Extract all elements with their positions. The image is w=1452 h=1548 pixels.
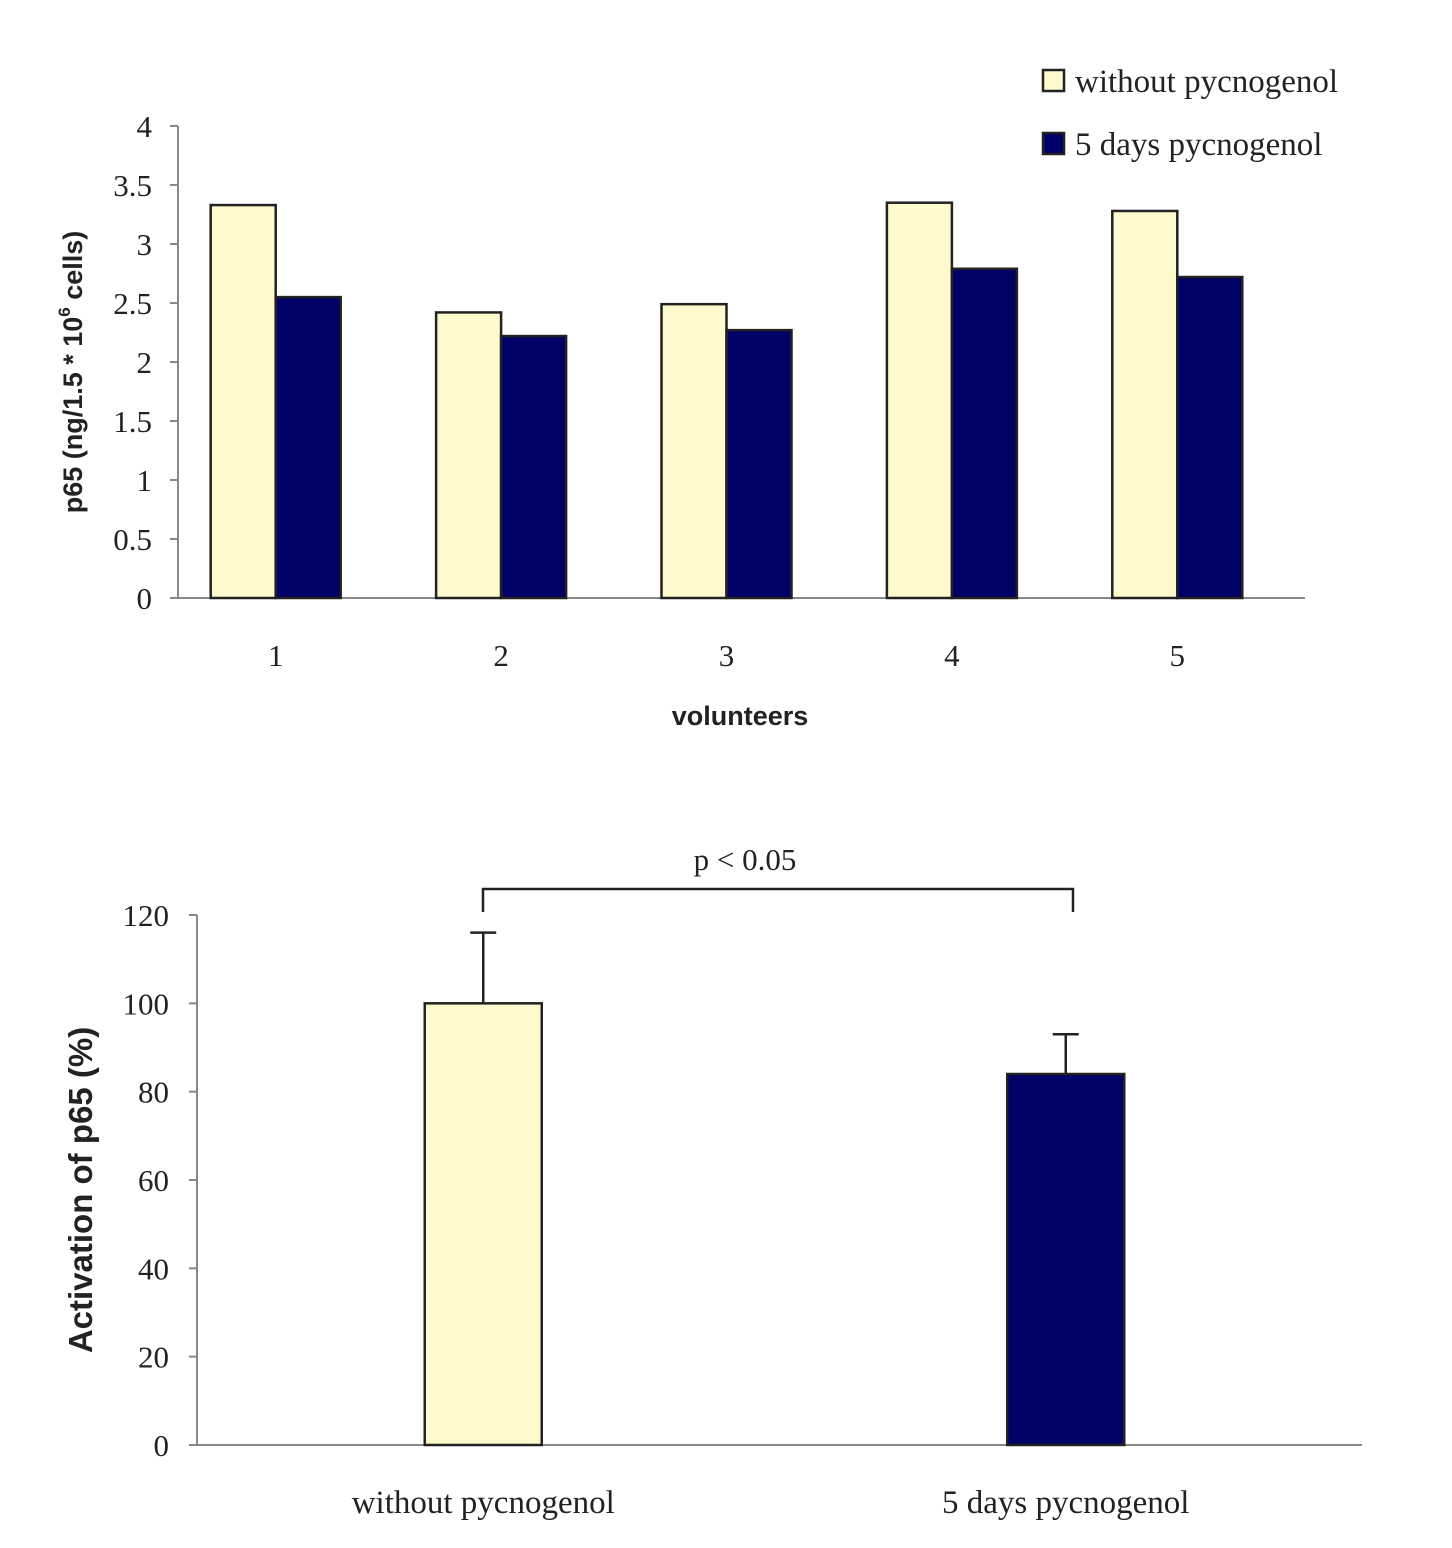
- chart1-legend: without pycnogenol 5 days pycnogenol: [1041, 64, 1338, 163]
- chart2-y-tick-label: 0: [154, 1428, 170, 1463]
- chart-activation: 0 20 40 60 80 100 120 without pycnogenol 5 days…: [62, 842, 1362, 1521]
- chart1-bar-five-days-4: [950, 267, 1019, 600]
- chart1-y-tick-label: 0.5: [113, 522, 152, 557]
- chart1-x-tick-label: 1: [268, 638, 284, 673]
- chart2-x-tick-label: without pycnogenol: [352, 1485, 615, 1521]
- chart1-bar-without-2: [434, 311, 503, 600]
- chart2-x-tick-labels: without pycnogenol 5 days pycnogenol: [352, 1485, 1190, 1521]
- chart1-y-axis-label-sup: 6: [55, 307, 74, 316]
- chart1-y-axis-label: p65 (ng/1.5 * 106 cells): [55, 231, 88, 514]
- chart1-y-tick-label: 4: [137, 109, 153, 144]
- chart1-bar-five-days-2: [499, 334, 568, 600]
- chart1-y-tick-label: 0: [137, 581, 153, 616]
- chart1-x-tick-label: 3: [719, 638, 735, 673]
- chart2-y-tick-label: 40: [138, 1251, 169, 1286]
- chart1-x-tick-label: 5: [1170, 638, 1186, 673]
- chart1-x-tick-label: 2: [493, 638, 509, 673]
- significance-bracket-line: [481, 887, 1075, 912]
- chart1-bar-five-days-5: [1176, 275, 1244, 600]
- chart1-bar-without-3: [660, 302, 728, 600]
- chart2-significance-bracket: p < 0.05: [481, 842, 1075, 912]
- chart1-bar-without-1: [209, 203, 277, 600]
- chart1-y-tick-label: 3: [137, 227, 153, 262]
- chart1-y-tick-label: 3.5: [113, 168, 152, 203]
- chart1-y-tick-label: 2: [137, 345, 153, 380]
- chart1-bar-five-days-3: [725, 328, 793, 600]
- chart1-x-tick-labels: 1 2 3 4 5: [268, 638, 1185, 673]
- chart1-bar-without-4: [885, 201, 954, 600]
- chart1-y-axis-label-suffix: cells): [58, 231, 88, 308]
- chart1-legend-swatch: [1041, 131, 1066, 156]
- chart2-y-axis-label: Activation of p65 (%): [62, 1027, 99, 1353]
- chart1-y-tick-label: 1.5: [113, 404, 152, 439]
- chart2-bars: [423, 931, 1126, 1447]
- chart2-y-tick-label: 120: [123, 898, 170, 933]
- chart-volunteers: 0 0.5 1 1.5 2 2.5 3 3.5 4 1 2 3 4 5 volunteers p65 (…: [55, 64, 1338, 731]
- chart2-x-tick-label: 5 days pycnogenol: [942, 1485, 1189, 1521]
- chart1-y-tick-label: 2.5: [113, 286, 152, 321]
- chart1-x-axis-label: volunteers: [672, 701, 809, 731]
- chart2-y-tick-labels: 0 20 40 60 80 100 120: [123, 898, 170, 1463]
- significance-label: p < 0.05: [694, 842, 797, 877]
- chart2-y-tick-label: 80: [138, 1075, 169, 1110]
- chart2-y-tick-label: 100: [123, 986, 170, 1021]
- chart1-legend-label: without pycnogenol: [1075, 64, 1338, 100]
- chart1-y-tick-labels: 0 0.5 1 1.5 2 2.5 3 3.5 4: [113, 109, 152, 616]
- chart1-legend-swatch: [1041, 68, 1066, 93]
- chart1-legend-label: 5 days pycnogenol: [1075, 127, 1322, 163]
- chart1-bar-five-days-1: [274, 295, 342, 600]
- chart1-y-tick-label: 1: [137, 463, 153, 498]
- chart2-y-tick-label: 20: [138, 1340, 169, 1375]
- chart1-x-tick-label: 4: [944, 638, 960, 673]
- chart1-bar-without-5: [1111, 209, 1179, 600]
- chart2-bar-without: [423, 1002, 543, 1447]
- chart2-y-tick-label: 60: [138, 1163, 169, 1198]
- chart2-axes: [189, 914, 1362, 1446]
- chart1-bars: [209, 201, 1244, 600]
- chart1-y-axis-label-main: p65 (ng/1.5 * 10: [58, 317, 88, 514]
- chart2-bar-five-days: [1006, 1072, 1126, 1447]
